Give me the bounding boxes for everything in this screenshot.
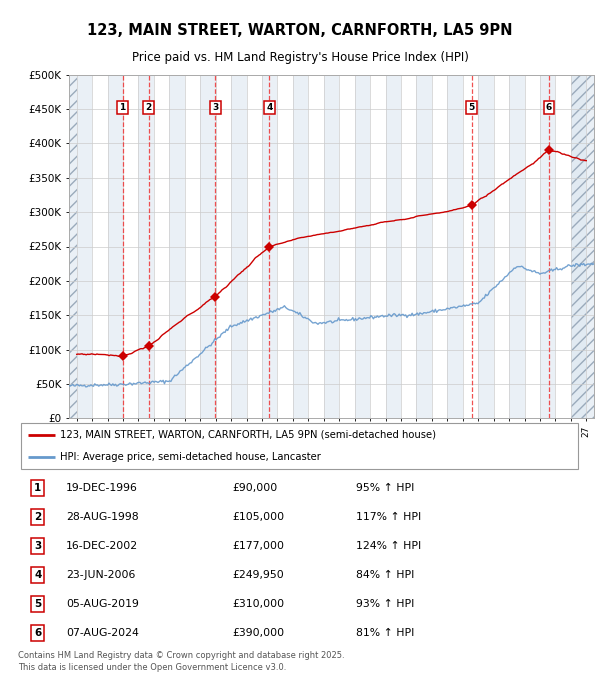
Bar — [509, 75, 524, 418]
Text: This data is licensed under the Open Government Licence v3.0.: This data is licensed under the Open Gov… — [18, 663, 286, 672]
Text: £105,000: £105,000 — [232, 512, 284, 522]
Bar — [77, 75, 92, 418]
Text: 93% ↑ HPI: 93% ↑ HPI — [356, 599, 415, 609]
Bar — [571, 75, 594, 418]
Bar — [324, 75, 339, 418]
Text: 2: 2 — [145, 103, 152, 112]
Text: 6: 6 — [34, 628, 41, 638]
Text: 123, MAIN STREET, WARTON, CARNFORTH, LA5 9PN: 123, MAIN STREET, WARTON, CARNFORTH, LA5… — [87, 23, 513, 38]
Text: 4: 4 — [34, 570, 41, 580]
Bar — [262, 75, 277, 418]
Bar — [139, 75, 154, 418]
Text: 123, MAIN STREET, WARTON, CARNFORTH, LA5 9PN (semi-detached house): 123, MAIN STREET, WARTON, CARNFORTH, LA5… — [60, 430, 436, 440]
Bar — [386, 75, 401, 418]
Text: Price paid vs. HM Land Registry's House Price Index (HPI): Price paid vs. HM Land Registry's House … — [131, 51, 469, 65]
Text: 117% ↑ HPI: 117% ↑ HPI — [356, 512, 422, 522]
Bar — [540, 75, 556, 418]
Text: HPI: Average price, semi-detached house, Lancaster: HPI: Average price, semi-detached house,… — [60, 452, 321, 462]
Text: Contains HM Land Registry data © Crown copyright and database right 2025.: Contains HM Land Registry data © Crown c… — [18, 651, 344, 660]
Text: 5: 5 — [469, 103, 475, 112]
Bar — [107, 75, 123, 418]
Bar — [69, 75, 77, 418]
Text: 05-AUG-2019: 05-AUG-2019 — [66, 599, 139, 609]
Text: 124% ↑ HPI: 124% ↑ HPI — [356, 541, 422, 551]
Text: £90,000: £90,000 — [232, 483, 278, 494]
Text: 4: 4 — [266, 103, 272, 112]
Bar — [478, 75, 494, 418]
Bar — [169, 75, 185, 418]
Text: £390,000: £390,000 — [232, 628, 284, 638]
Text: 19-DEC-1996: 19-DEC-1996 — [66, 483, 138, 494]
FancyBboxPatch shape — [21, 423, 578, 469]
Text: 28-AUG-1998: 28-AUG-1998 — [66, 512, 139, 522]
Bar — [355, 75, 370, 418]
Text: 2: 2 — [34, 512, 41, 522]
Bar — [293, 75, 308, 418]
Text: £249,950: £249,950 — [232, 570, 284, 580]
Text: 5: 5 — [34, 599, 41, 609]
Text: 16-DEC-2002: 16-DEC-2002 — [66, 541, 138, 551]
Bar — [448, 75, 463, 418]
Text: 84% ↑ HPI: 84% ↑ HPI — [356, 570, 415, 580]
Text: £310,000: £310,000 — [232, 599, 284, 609]
Bar — [571, 75, 586, 418]
Text: 6: 6 — [546, 103, 552, 112]
Text: 1: 1 — [119, 103, 126, 112]
Text: 23-JUN-2006: 23-JUN-2006 — [66, 570, 136, 580]
Text: 95% ↑ HPI: 95% ↑ HPI — [356, 483, 415, 494]
Bar — [69, 75, 77, 418]
Text: 3: 3 — [34, 541, 41, 551]
Bar — [571, 75, 594, 418]
Text: 07-AUG-2024: 07-AUG-2024 — [66, 628, 139, 638]
Bar — [231, 75, 247, 418]
Text: £177,000: £177,000 — [232, 541, 284, 551]
Bar — [200, 75, 215, 418]
Text: 3: 3 — [212, 103, 218, 112]
Bar — [416, 75, 432, 418]
Text: 81% ↑ HPI: 81% ↑ HPI — [356, 628, 415, 638]
Text: 1: 1 — [34, 483, 41, 494]
